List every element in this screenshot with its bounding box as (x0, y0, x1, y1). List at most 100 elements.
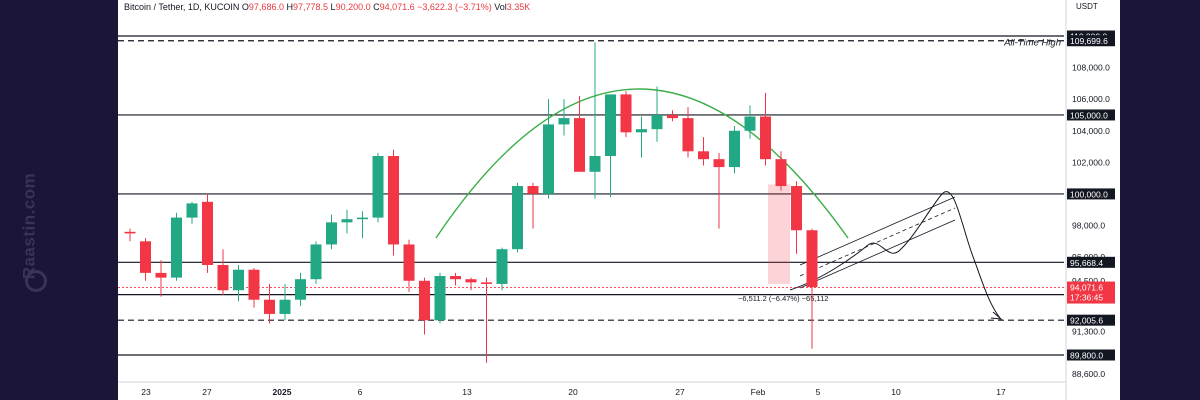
candle-body (605, 94, 616, 157)
watermark: Raastin.com (14, 160, 58, 310)
candle-body (744, 116, 756, 131)
price-level-badge (1067, 109, 1115, 121)
projection-arrow-icon (990, 311, 1003, 320)
candle-body (419, 280, 430, 321)
candle-body (465, 279, 477, 283)
candle-body (481, 282, 492, 284)
candle-body (434, 276, 446, 321)
price-level-label: 100,000.0 (1070, 189, 1108, 199)
time-axis-tick-label: 13 (462, 387, 472, 397)
time-axis-tick-label: 27 (675, 387, 685, 397)
candle-body (341, 219, 353, 223)
projected-price-path (789, 191, 1001, 319)
candle-body (698, 151, 709, 160)
chart-panel (118, 0, 1120, 400)
candle-body (217, 264, 229, 291)
candle-body (775, 159, 787, 187)
time-axis-tick-label: 2025 (273, 387, 292, 397)
candle-body (403, 244, 415, 281)
all-time-high-label: All-Time High (1003, 38, 1061, 49)
candle-body (682, 118, 694, 152)
price-level-badge (1067, 349, 1115, 361)
high-value: 97,778.5 (292, 2, 329, 12)
candle-body (791, 186, 802, 231)
candle-body (155, 272, 167, 278)
candle-body (140, 241, 151, 273)
candle-body (574, 118, 585, 172)
candle-body (651, 114, 663, 130)
price-axis-tick-label: 98,000.0 (1072, 221, 1105, 231)
price-axis-tick-label: 108,000.0 (1072, 63, 1110, 73)
channel-lower-line (799, 219, 956, 289)
left-frame-band (0, 0, 118, 400)
candle-body (171, 217, 182, 278)
candle-body (202, 201, 213, 265)
price-level-badge (1067, 188, 1115, 200)
candle-body (543, 124, 554, 194)
price-level-badge (1067, 35, 1115, 47)
close-key: C (373, 2, 380, 12)
candle-body (372, 156, 384, 218)
candle-body (760, 116, 771, 160)
candle-body (233, 269, 244, 291)
chart-legend: Bitcoin / Tether, 1D, KUCOIN O97,686.0 H… (124, 2, 530, 12)
price-level-badge (1067, 314, 1115, 326)
candle-body (186, 203, 198, 218)
price-level-label: 89,800.0 (1070, 351, 1103, 361)
channel-upper-line (799, 196, 956, 266)
candle-body (713, 159, 725, 168)
candle-body (388, 156, 399, 245)
price-axis-tick-label: 88,600.0 (1072, 369, 1105, 379)
candle-body (310, 244, 322, 280)
drop-highlight-zone (768, 184, 790, 284)
open-key: O (241, 2, 249, 12)
price-level-label: 109,699.6 (1070, 36, 1108, 46)
candle-body (279, 299, 291, 314)
price-axis-tick-label: 102,000.0 (1072, 157, 1110, 167)
time-axis-tick-label: 5 (816, 387, 821, 397)
candle-body (667, 114, 678, 119)
current-price-badge (1067, 281, 1115, 304)
candle-body (806, 230, 818, 288)
candle-body (636, 129, 647, 133)
candle-body (357, 217, 368, 220)
candle-body (496, 249, 508, 284)
volume-key: Vol (494, 2, 507, 12)
candle-body (589, 156, 601, 172)
time-axis-tick-label: 10 (891, 387, 901, 397)
volume-value: 3.35K (506, 2, 531, 12)
bar-countdown-label: 17:36:45 (1070, 293, 1103, 303)
price-axis-tick-label: 91,300.0 (1072, 326, 1105, 336)
candle-body (295, 279, 306, 300)
price-level-label: 95,668.4 (1070, 258, 1103, 268)
candle-body (124, 231, 136, 234)
price-axis-tick-label: 106,000.0 (1072, 94, 1110, 104)
channel-mid-line (799, 207, 956, 277)
candle-body (512, 186, 523, 250)
time-axis-tick-label: 17 (996, 387, 1006, 397)
candle-body (527, 186, 539, 194)
price-axis-tick-label: 94,500.0 (1072, 276, 1105, 286)
price-level-label: 92,005.6 (1070, 316, 1103, 326)
candle-body (620, 94, 632, 133)
low-key: L (330, 2, 336, 12)
candle-body (264, 299, 275, 314)
price-level-label: 105,000.0 (1070, 110, 1108, 120)
price-axis-tick-label: 104,000.0 (1072, 126, 1110, 136)
watermark-logo-icon (25, 270, 47, 292)
time-axis-tick-label: 20 (568, 387, 578, 397)
measure-tool-label: −6,511.2 (−6.47%) −65,112 (738, 294, 828, 303)
symbol-title: Bitcoin / Tether, 1D, KUCOIN (124, 2, 240, 12)
price-level-badge (1067, 256, 1115, 268)
candle-body (729, 130, 740, 168)
time-axis-tick-label: 23 (141, 387, 151, 397)
right-frame-band (1120, 0, 1200, 400)
time-axis-tick-label: Feb (751, 387, 766, 397)
rounded-top-arc (435, 88, 849, 239)
close-value: 94,071.6 −3,622.3 (−3.71%) (379, 2, 492, 12)
high-key: H (286, 2, 293, 12)
open-value: 97,686.0 (248, 2, 284, 12)
candle-body (248, 269, 260, 300)
price-unit-label: USDT (1076, 2, 1098, 11)
